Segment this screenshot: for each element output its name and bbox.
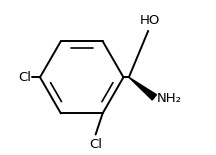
Text: Cl: Cl [89, 138, 102, 151]
Polygon shape [129, 77, 156, 100]
Text: HO: HO [140, 14, 160, 27]
Text: NH₂: NH₂ [157, 92, 182, 105]
Text: Cl: Cl [19, 71, 32, 84]
